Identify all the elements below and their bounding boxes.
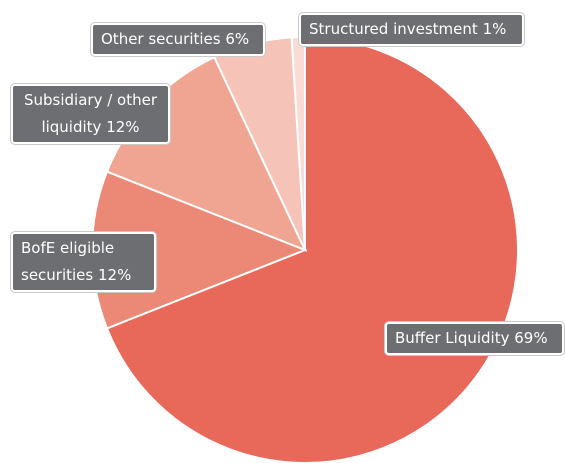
slice-label: BofE eligible securities 12% xyxy=(11,232,156,292)
slice-label: Other securities 6% xyxy=(91,23,265,56)
slice-label: Structured investment 1% xyxy=(299,13,524,46)
category-name: Structured investment xyxy=(309,20,478,38)
category-name: Other securities xyxy=(101,30,221,48)
pie-slice xyxy=(105,35,519,463)
category-name: BofE eligible securities xyxy=(21,239,115,284)
slice-label: Buffer Liquidity 69% xyxy=(385,322,564,355)
value-label: 6% xyxy=(225,30,250,48)
value-label: 69% xyxy=(514,329,548,347)
slice-label: Subsidiary / other liquidity 12% xyxy=(11,84,170,144)
value-label: 12% xyxy=(98,266,132,284)
value-label: 1% xyxy=(482,20,507,38)
category-name: Buffer Liquidity xyxy=(395,329,510,347)
category-name: Subsidiary / other liquidity xyxy=(23,91,157,136)
value-label: 12% xyxy=(106,118,140,136)
